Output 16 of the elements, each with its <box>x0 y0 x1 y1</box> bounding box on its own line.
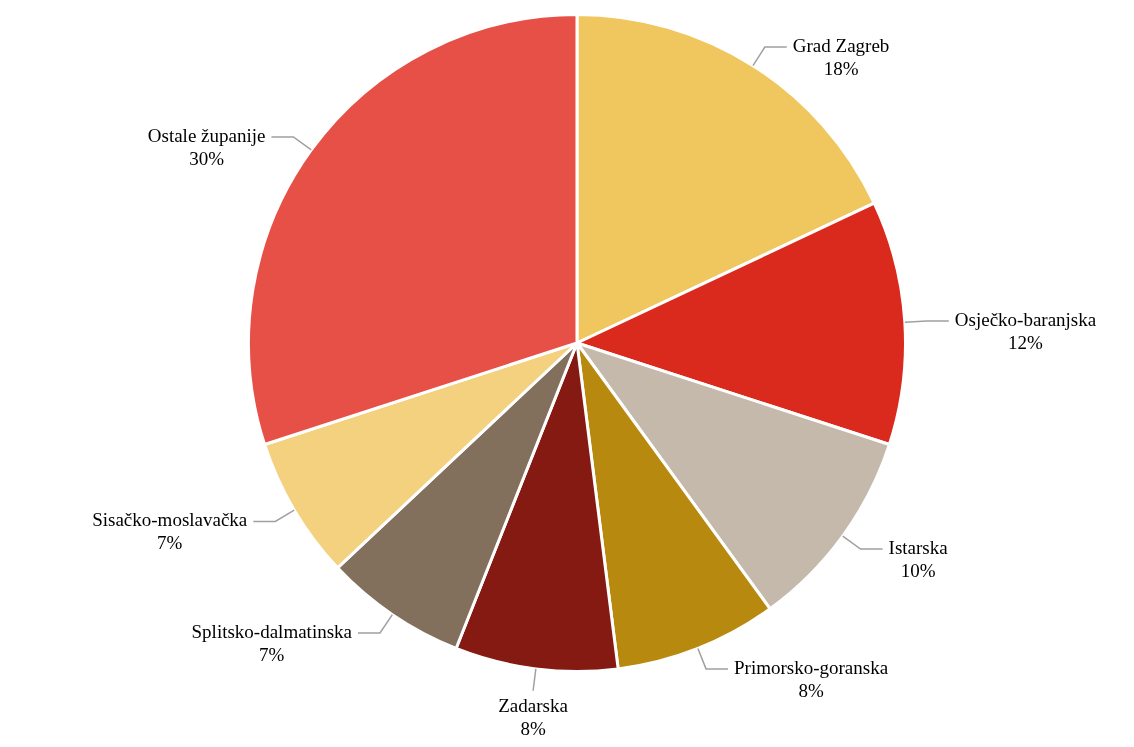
slice-label: Sisačko-moslavačka <box>92 509 248 531</box>
slice-label: Primorsko-goranska <box>734 656 889 678</box>
slice-label: Ostale županije <box>147 124 266 146</box>
slice-label: Osječko-baranjska <box>954 308 1097 330</box>
slice-label: Grad Zagreb <box>792 35 890 57</box>
data-label: 8% <box>798 679 824 701</box>
slice-label: Splitsko-dalmatinska <box>191 620 353 642</box>
slice-label: Istarska <box>888 537 949 558</box>
slice-label: Zadarska <box>498 694 569 716</box>
data-label: 12% <box>1008 331 1044 353</box>
data-label: 8% <box>520 717 546 739</box>
data-label: 10% <box>900 560 936 581</box>
data-label: 7% <box>157 532 183 554</box>
data-label: 18% <box>823 58 859 80</box>
data-label: 7% <box>259 643 285 665</box>
data-label: 30% <box>189 147 225 169</box>
